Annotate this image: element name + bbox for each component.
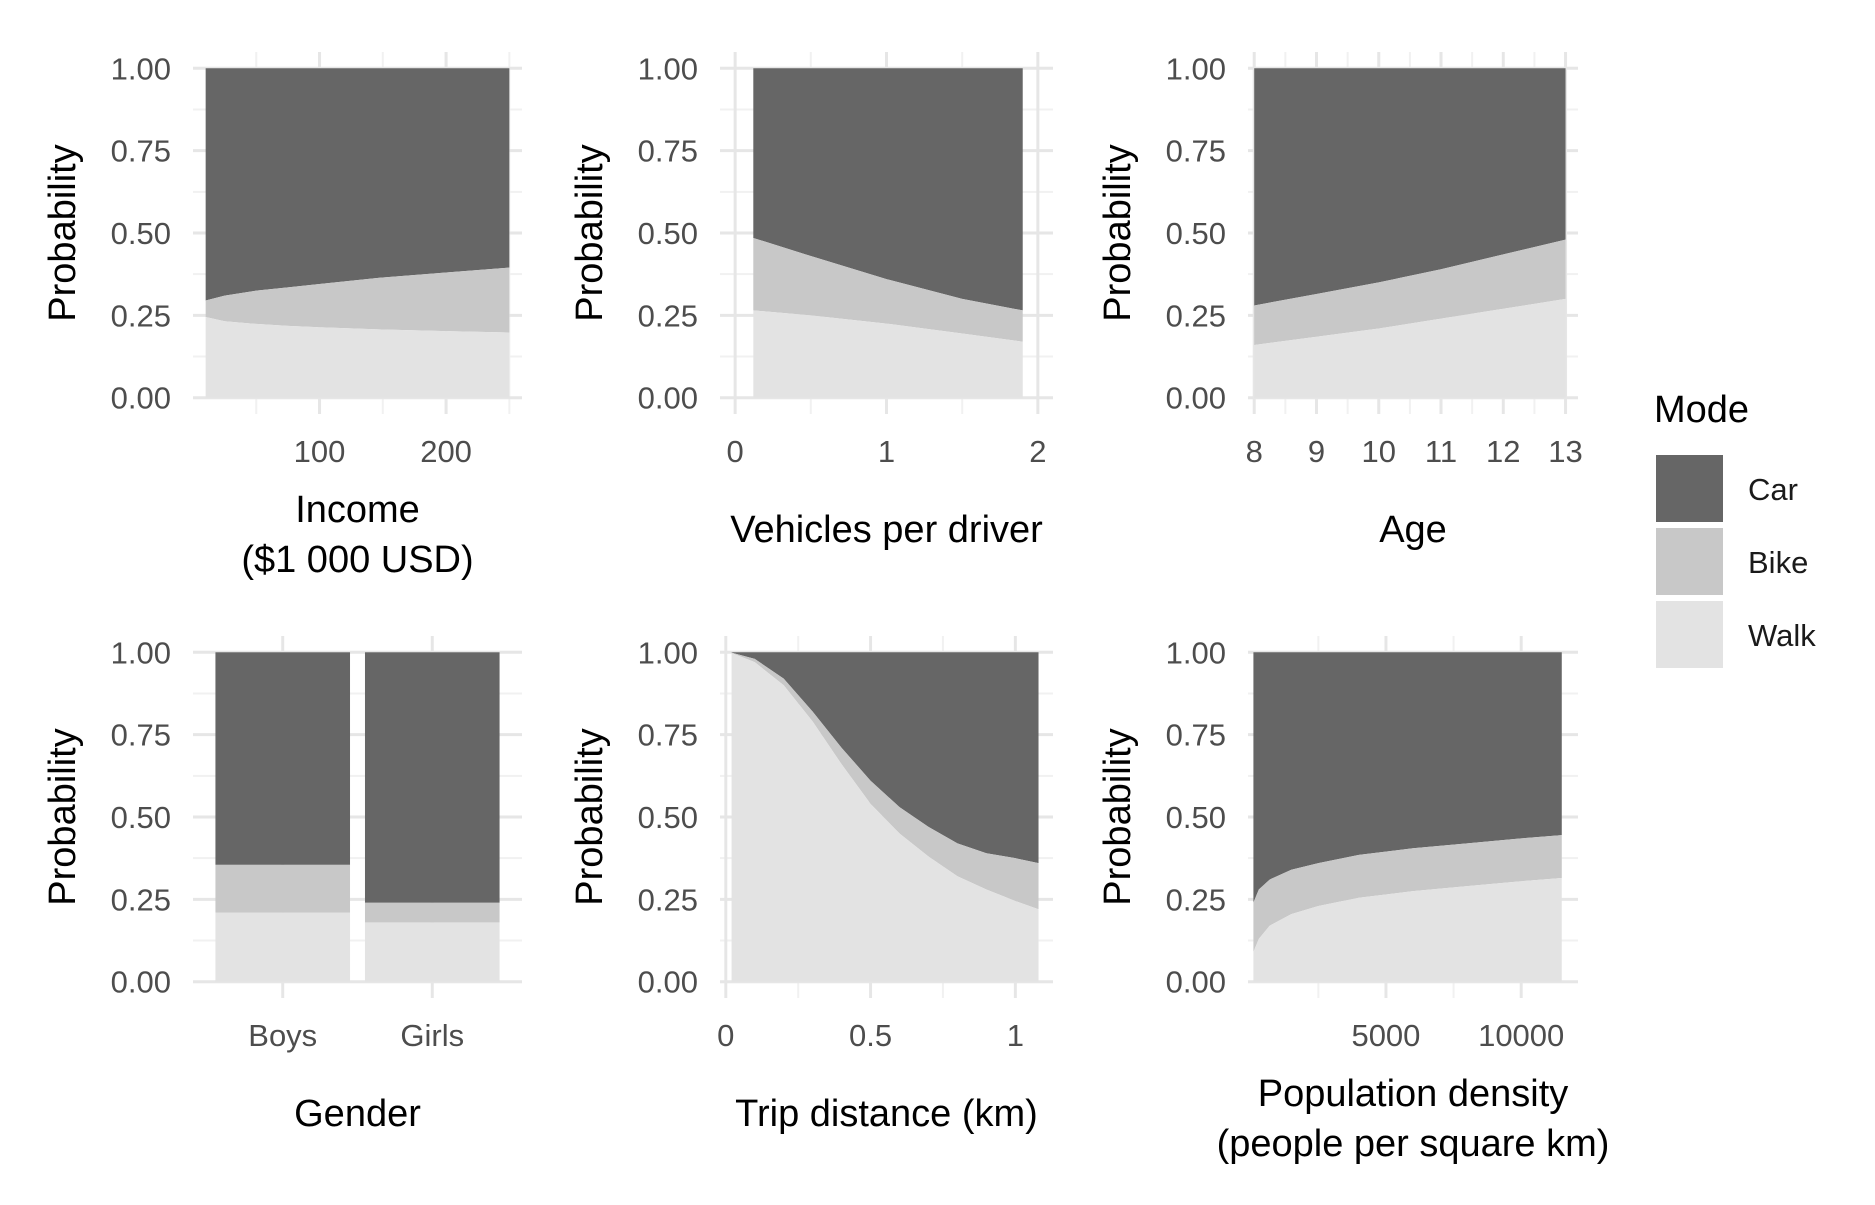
- y-tick-label: 0.50: [111, 800, 171, 835]
- x-tick-label: 12: [1486, 434, 1520, 469]
- x-tick-label: 1: [1007, 1018, 1024, 1053]
- x-tick-label: 0.5: [849, 1018, 892, 1053]
- x-tick-label: 10: [1362, 434, 1396, 469]
- y-tick-label: 0.25: [638, 298, 698, 333]
- bar-car-girls: [364, 652, 500, 903]
- y-tick-label: 1.00: [1166, 635, 1226, 670]
- legend-label-car: Car: [1748, 472, 1798, 507]
- y-axis-title: Probability: [42, 144, 84, 321]
- x-tick-label: 0: [727, 434, 744, 469]
- legend-swatch-car: [1656, 455, 1723, 522]
- area-car: [1253, 652, 1562, 903]
- x-tick-label: 100: [294, 434, 346, 469]
- area-walk: [731, 652, 1039, 982]
- y-axis-title: Probability: [569, 728, 611, 905]
- x-axis-title: Trip distance (km): [735, 1093, 1038, 1135]
- x-axis-title: Age: [1379, 509, 1447, 551]
- area-car: [1254, 68, 1566, 306]
- legend-label-bike: Bike: [1748, 545, 1808, 580]
- area-walk: [1253, 877, 1562, 982]
- area-car: [753, 68, 1023, 311]
- y-tick-label: 0.25: [1166, 882, 1226, 917]
- x-tick-label: 5000: [1351, 1018, 1420, 1053]
- y-tick-label: 0.50: [1166, 216, 1226, 251]
- area-car: [205, 68, 510, 301]
- area-walk: [205, 317, 510, 398]
- legend-title: Mode: [1654, 389, 1749, 431]
- y-axis-title: Probability: [569, 144, 611, 321]
- legend-swatch-walk: [1656, 601, 1723, 668]
- x-tick-label: Boys: [248, 1018, 317, 1053]
- y-tick-label: 0.50: [638, 800, 698, 835]
- legend-label-walk: Walk: [1748, 618, 1816, 653]
- x-tick-label: 1: [878, 434, 895, 469]
- y-tick-label: 1.00: [638, 51, 698, 86]
- y-tick-label: 0.00: [111, 381, 171, 416]
- x-tick-label: 9: [1308, 434, 1325, 469]
- x-tick-label: 10000: [1478, 1018, 1564, 1053]
- legend-swatch-bike: [1656, 528, 1723, 595]
- panel-population-density: 0.00 0.25 0.50 0.75 1.00 5000 10000 Probability…: [1097, 635, 1609, 1165]
- y-tick-label: 0.25: [638, 882, 698, 917]
- y-tick-label: 1.00: [111, 51, 171, 86]
- y-axis-title: Probability: [42, 728, 84, 905]
- panel-income: 0.00 0.25 0.50 0.75 1.00 100 200 Probability Inc…: [42, 51, 522, 581]
- bar-walk-boys: [215, 912, 351, 982]
- area-bike: [1253, 835, 1562, 953]
- y-tick-label: 0.25: [1166, 298, 1226, 333]
- bar-walk-girls: [364, 922, 500, 982]
- y-tick-label: 0.75: [111, 718, 171, 753]
- x-axis-title: Population density: [1258, 1073, 1569, 1115]
- y-tick-label: 0.75: [1166, 718, 1226, 753]
- x-tick-label: 200: [420, 434, 472, 469]
- area-walk: [1254, 298, 1566, 398]
- x-axis-title: ($1 000 USD): [241, 539, 473, 581]
- bar-bike-girls: [364, 902, 500, 923]
- y-tick-label: 0.75: [638, 718, 698, 753]
- legend: Mode Car Bike Walk: [1654, 389, 1816, 668]
- y-axis-title: Probability: [1097, 728, 1139, 905]
- y-tick-label: 0.00: [638, 965, 698, 1000]
- y-tick-label: 0.25: [111, 298, 171, 333]
- y-tick-label: 1.00: [111, 635, 171, 670]
- x-axis-title: Vehicles per driver: [730, 509, 1043, 551]
- panel-vehicles-per-driver: 0.00 0.25 0.50 0.75 1.00 0 1 2 Probability Vehicl…: [569, 51, 1053, 551]
- y-tick-label: 0.50: [111, 216, 171, 251]
- area-bike: [731, 652, 1039, 910]
- y-tick-label: 0.00: [1166, 965, 1226, 1000]
- y-tick-label: 0.75: [111, 134, 171, 169]
- y-axis-title: Probability: [1097, 144, 1139, 321]
- x-tick-label: 11: [1425, 434, 1457, 469]
- x-axis-title: Gender: [294, 1093, 421, 1135]
- bar-bike-boys: [215, 864, 351, 913]
- x-tick-label: 13: [1548, 434, 1582, 469]
- y-tick-label: 0.75: [1166, 134, 1226, 169]
- area-bike: [753, 237, 1023, 342]
- y-tick-label: 0.75: [638, 134, 698, 169]
- x-tick-label: 2: [1029, 434, 1046, 469]
- panel-gender: 0.00 0.25 0.50 0.75 1.00 Boys Girls Probability…: [42, 635, 522, 1135]
- x-axis-title: (people per square km): [1217, 1123, 1610, 1165]
- area-walk: [753, 310, 1023, 398]
- y-tick-label: 0.50: [638, 216, 698, 251]
- bar-car-boys: [215, 652, 351, 865]
- y-tick-label: 0.25: [111, 882, 171, 917]
- area-car: [731, 652, 1039, 864]
- panel-trip-distance: 0.00 0.25 0.50 0.75 1.00 0 0.5 1 Probability Trip…: [569, 635, 1053, 1135]
- y-tick-label: 1.00: [1166, 51, 1226, 86]
- y-tick-label: 1.00: [638, 635, 698, 670]
- y-tick-label: 0.00: [111, 965, 171, 1000]
- y-tick-label: 0.00: [1166, 381, 1226, 416]
- panel-age: 0.00 0.25 0.50 0.75 1.00 8 9 10 11 12 13 Probabilit…: [1097, 51, 1583, 551]
- x-axis-title: Income: [295, 489, 420, 531]
- x-tick-label: 0: [717, 1018, 734, 1053]
- y-tick-label: 0.00: [638, 381, 698, 416]
- x-tick-label: 8: [1246, 434, 1263, 469]
- y-tick-label: 0.50: [1166, 800, 1226, 835]
- area-bike: [205, 267, 510, 333]
- area-bike: [1254, 239, 1566, 346]
- x-tick-label: Girls: [400, 1018, 464, 1053]
